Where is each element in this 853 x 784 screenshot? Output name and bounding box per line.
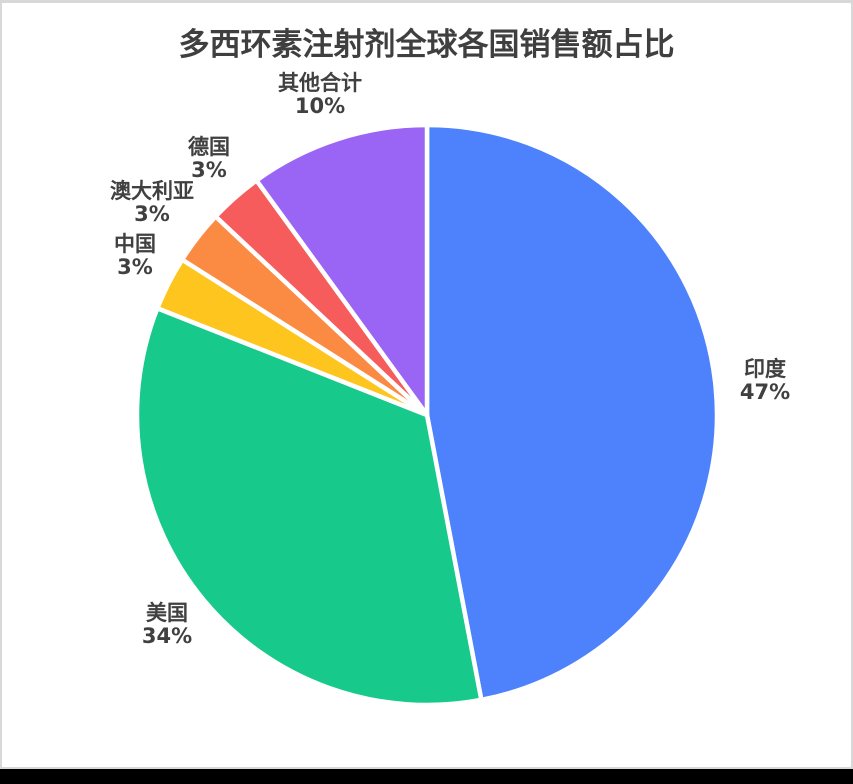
slice-label-text: 中国 bbox=[114, 232, 156, 256]
slice-label-others: 其他合计 10% bbox=[278, 72, 362, 118]
pie-slice-5 bbox=[254, 122, 430, 418]
slice-label-usa: 美国 34% bbox=[142, 602, 192, 648]
pie-slice-0 bbox=[424, 122, 720, 703]
pie-chart bbox=[134, 122, 720, 708]
chart-title: 多西环素注射剂全球各国销售额占比 bbox=[178, 27, 675, 63]
slice-label-text: 印度 bbox=[743, 357, 786, 381]
slice-label-germany: 德国 3% bbox=[188, 136, 230, 182]
slice-label-text: 其他合计 bbox=[278, 71, 362, 95]
slice-label-pct: 47% bbox=[739, 380, 791, 404]
taskbar-strip bbox=[0, 769, 853, 784]
slice-label-pct: 3% bbox=[117, 255, 153, 279]
slice-label-pct: 3% bbox=[191, 158, 227, 182]
slice-label-pct: 3% bbox=[134, 202, 170, 226]
slice-label-china: 中国 3% bbox=[114, 233, 156, 279]
slice-label-text: 德国 bbox=[188, 135, 230, 159]
slice-label-pct: 34% bbox=[141, 624, 193, 648]
pie-slice-1 bbox=[134, 305, 484, 708]
slice-label-text: 澳大利亚 bbox=[110, 179, 194, 203]
slice-label-australia: 澳大利亚 3% bbox=[110, 180, 194, 226]
slice-label-india: 印度 47% bbox=[740, 358, 790, 404]
slice-label-text: 美国 bbox=[145, 601, 188, 625]
slice-label-pct: 10% bbox=[294, 94, 346, 118]
